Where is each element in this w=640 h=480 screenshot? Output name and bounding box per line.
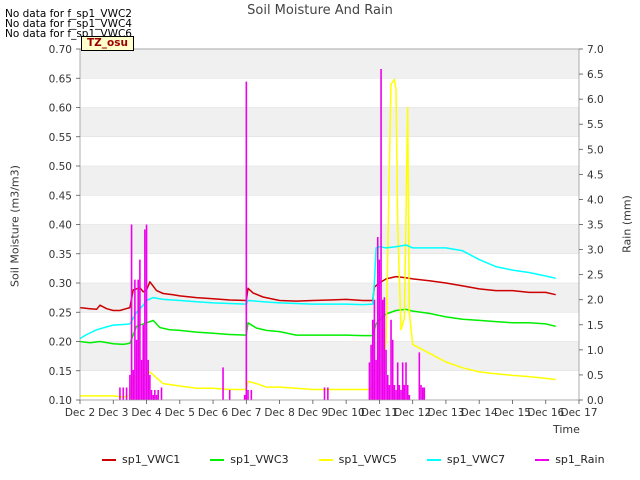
y-tick-label: 0.65 <box>49 73 72 85</box>
y2-tick-label: 7.0 <box>587 44 604 56</box>
y2-tick-label: 6.0 <box>587 94 604 106</box>
legend-swatch <box>318 458 333 461</box>
y-axis-label: Soil Moisture (m3/m3) <box>8 165 22 287</box>
y-tick-label: 0.25 <box>49 307 72 319</box>
y-tick-label: 0.15 <box>49 366 72 378</box>
y-tick-label: 0.35 <box>49 249 72 261</box>
legend-swatch <box>102 458 116 461</box>
legend-swatch <box>426 458 441 461</box>
series-layer <box>79 69 556 400</box>
grid-band <box>80 224 579 254</box>
y2-tick-label: 4.0 <box>587 194 604 206</box>
x-tick-label: Dec 3 <box>98 407 128 419</box>
legend-item: sp1_VWC3 <box>210 453 289 466</box>
x-tick-label: Dec 4 <box>131 407 162 419</box>
y2-tick-label: 1.0 <box>587 345 604 357</box>
x-tick-label: Dec 17 <box>560 407 597 419</box>
legend-item: sp1_Rain <box>535 453 605 466</box>
y-tick-label: 0.55 <box>49 132 72 144</box>
grid-bands <box>80 48 579 401</box>
legend-item: sp1_VWC1 <box>102 453 180 466</box>
grid-band <box>80 107 579 137</box>
chart-title: Soil Moisture And Rain <box>247 3 393 18</box>
y2-tick-label: 1.5 <box>587 320 604 332</box>
x-tick-label: Dec 13 <box>427 407 464 419</box>
y2-tick-label: 0.0 <box>587 395 604 407</box>
no-data-note: No data for f_sp1_VWC2 <box>5 8 132 20</box>
y2-tick-label: 0.5 <box>587 370 604 382</box>
legend-label: sp1_VWC1 <box>122 453 181 466</box>
y2-tick-label: 5.5 <box>587 119 604 131</box>
grid-band <box>80 341 579 371</box>
y2-tick-label: 3.0 <box>587 245 604 257</box>
y2-tick-label: 4.5 <box>587 169 604 181</box>
series-line-sp1_VWC3 <box>79 308 556 346</box>
legend-item: sp1_VWC7 <box>426 453 506 466</box>
y-tick-label: 0.20 <box>49 337 72 349</box>
x-tick-label: Dec 12 <box>394 407 431 419</box>
y-tick-label: 0.30 <box>49 278 72 290</box>
y-tick-label: 0.45 <box>49 190 72 202</box>
x-tick-label: Dec 10 <box>328 407 365 419</box>
legend-label: sp1_Rain <box>555 453 605 466</box>
y2-tick-label: 2.0 <box>587 295 604 307</box>
legend-item: sp1_VWC5 <box>318 453 397 466</box>
x-tick-label: Dec 11 <box>361 407 398 419</box>
x-tick-label: Dec 7 <box>231 407 261 419</box>
x-tick-label: Dec 5 <box>165 407 195 419</box>
axes: 0.100.150.200.250.300.350.400.450.500.55… <box>49 44 604 419</box>
x-tick-label: Dec 14 <box>461 407 498 419</box>
y-tick-label: 0.60 <box>49 103 72 115</box>
grid-band <box>80 49 579 79</box>
grid-band <box>80 283 579 313</box>
y2-tick-label: 2.5 <box>587 270 604 282</box>
x-tick-label: Dec 6 <box>198 407 229 419</box>
y-tick-label: 0.10 <box>49 395 72 407</box>
y2-tick-label: 5.0 <box>587 144 604 156</box>
no-data-note: No data for f_sp1_VWC4 <box>5 18 132 30</box>
series-line-sp1_VWC5 <box>80 78 556 398</box>
x-tick-label: Dec 15 <box>494 407 531 419</box>
y2-tick-label: 6.5 <box>587 69 604 81</box>
legend-label: sp1_VWC7 <box>446 453 506 466</box>
timezone-badge: TZ_osu <box>81 36 134 51</box>
y-tick-label: 0.40 <box>49 220 72 232</box>
y-tick-label: 0.70 <box>49 44 72 56</box>
y2-axis-label: Rain (mm) <box>620 195 634 253</box>
x-tick-label: Dec 9 <box>298 407 328 419</box>
legend-swatch <box>210 458 225 461</box>
x-axis-label: Time <box>553 423 580 436</box>
legend-label: sp1_VWC5 <box>338 453 397 466</box>
legend-swatch <box>535 458 550 461</box>
grid-band <box>80 166 579 196</box>
x-tick-label: Dec 16 <box>527 407 564 419</box>
x-tick-label: Dec 2 <box>65 407 95 419</box>
legend: sp1_VWC1 sp1_VWC3 sp1_VWC5 sp1_VWC7 sp1_… <box>102 453 635 466</box>
y2-tick-label: 3.5 <box>587 220 604 232</box>
y-tick-label: 0.50 <box>49 161 72 173</box>
x-tick-label: Dec 8 <box>264 407 294 419</box>
legend-label: sp1_VWC3 <box>230 453 289 466</box>
